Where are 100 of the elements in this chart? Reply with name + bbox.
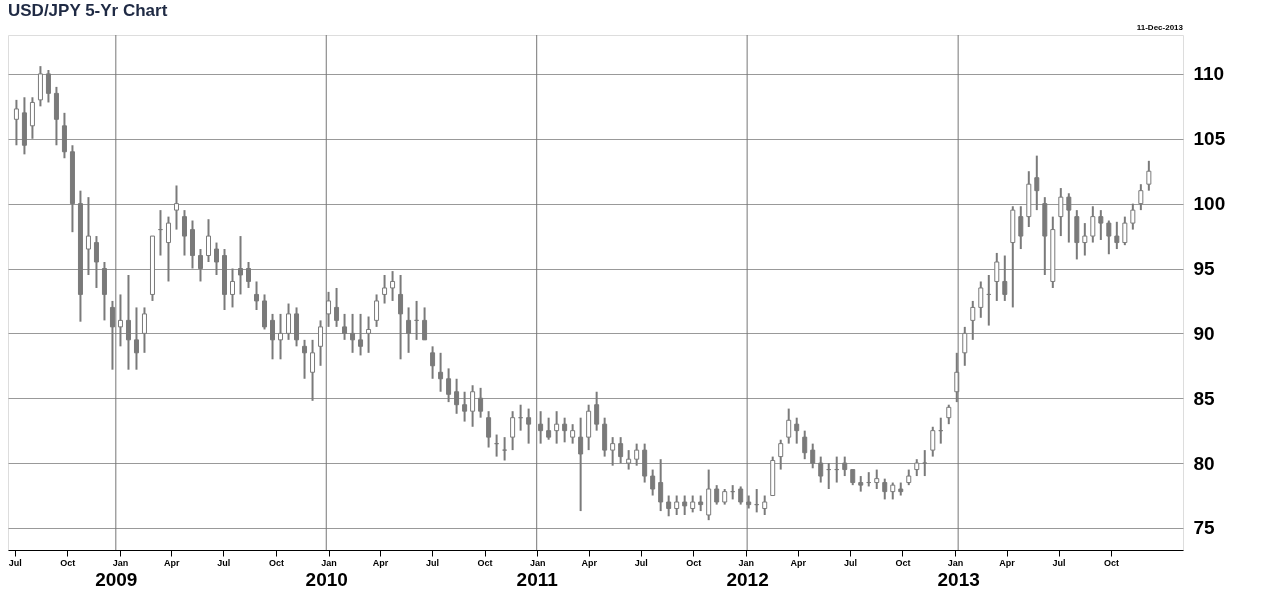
- x2-tick-label: 2011: [516, 568, 559, 590]
- candlestick: [1066, 192, 1072, 244]
- candlestick: [454, 377, 460, 415]
- candlestick: [546, 416, 552, 441]
- candlestick: [658, 458, 664, 513]
- x-tick-label: Oct: [477, 557, 493, 568]
- candlestick: [1106, 219, 1112, 256]
- candlestick: [578, 416, 584, 513]
- candlestick: [390, 270, 396, 302]
- candlestick: [430, 345, 436, 380]
- candlestick: [786, 407, 792, 445]
- x-tick-label: Apr: [372, 557, 389, 568]
- candlestick: [334, 286, 340, 328]
- x-tick-label: Oct: [686, 557, 702, 568]
- candlestick: [310, 338, 316, 402]
- candlestick: [994, 251, 1000, 302]
- x-tick-label: Oct: [1104, 557, 1120, 568]
- candlestick: [173, 184, 179, 231]
- candlestick: [762, 494, 768, 516]
- candlestick: [29, 96, 35, 140]
- candlestick: [1090, 205, 1096, 244]
- candlestick: [93, 235, 99, 289]
- candlestick: [366, 315, 372, 354]
- candlestick: [1098, 209, 1104, 241]
- candlestick: [422, 306, 428, 341]
- candlestick: [342, 312, 348, 341]
- candlestick: [382, 273, 388, 305]
- candlestick: [446, 367, 452, 404]
- candlestick: [1034, 154, 1040, 212]
- candlestick: [254, 280, 260, 312]
- candlestick: [302, 338, 308, 380]
- candlestick: [1146, 159, 1152, 192]
- candlestick: [358, 312, 364, 357]
- candlestick: [374, 293, 380, 328]
- candlestick: [1138, 183, 1144, 212]
- candlestick: [610, 436, 616, 467]
- x2-tick-label: 2009: [95, 568, 138, 590]
- candlestick: [1002, 254, 1008, 302]
- candlestick: [13, 98, 19, 147]
- candlestick: [810, 442, 816, 470]
- candlestick: [802, 429, 808, 461]
- candlestick: [794, 416, 800, 445]
- candlestick: [714, 484, 720, 506]
- candlestick: [978, 280, 984, 319]
- y-tick-label: 95: [1193, 258, 1216, 279]
- x-tick-label: Apr: [164, 557, 181, 568]
- text: 11-Dec-2013: [1136, 23, 1184, 32]
- candlestick: [682, 494, 688, 516]
- x-tick-label: Jul: [8, 557, 22, 568]
- candlestick: [246, 261, 252, 289]
- candlestick: [398, 273, 404, 361]
- candlestick: [930, 425, 936, 458]
- x-tick-label: Jul: [843, 557, 857, 568]
- candlestick: [206, 218, 211, 264]
- candlestick: [117, 293, 123, 348]
- x-tick-label: Apr: [790, 557, 807, 568]
- x-tick-label: Jul: [1052, 557, 1066, 568]
- candlestick: [133, 306, 139, 371]
- candlestick: [562, 416, 568, 444]
- y-tick-label: 90: [1193, 322, 1215, 344]
- x2-tick-label: 2010: [305, 568, 348, 590]
- candlestick: [962, 325, 968, 367]
- candlestick: [1082, 222, 1088, 257]
- candlestick: [350, 312, 356, 354]
- y-tick-label: 110: [1193, 63, 1225, 85]
- candlestick: [238, 235, 244, 296]
- candlestick: [318, 319, 324, 367]
- x-tick-label: Jul: [634, 557, 648, 568]
- x-tick-label: Jul: [426, 557, 440, 568]
- candlestick: [1122, 215, 1128, 247]
- candlestick: [650, 468, 656, 497]
- candlestick: [618, 436, 624, 465]
- candlestick: [1018, 205, 1024, 251]
- candlestick: [778, 438, 784, 471]
- x-tick-label: Jan: [529, 557, 546, 568]
- x-tick-label: Oct: [268, 557, 284, 568]
- candlestick: [674, 494, 680, 516]
- y-tick-label: 80: [1193, 452, 1215, 474]
- candlestick: [874, 468, 880, 491]
- candlestick: [45, 69, 51, 104]
- candlestick: [882, 477, 888, 501]
- candlestick: [922, 449, 928, 478]
- candlestick: [286, 302, 292, 341]
- candlestick: [470, 384, 476, 428]
- chart-title: USD/JPY 5-Yr Chart: [8, 1, 168, 20]
- x-tick-label: Jul: [217, 557, 231, 568]
- x-tick-label: Jan: [738, 557, 755, 568]
- y-tick-label: 75: [1193, 517, 1216, 539]
- candlestick: [270, 312, 276, 361]
- candlestick: [214, 241, 219, 276]
- candlestick: [666, 494, 672, 518]
- candlestick: [626, 449, 632, 471]
- y-tick-label: 105: [1193, 128, 1226, 150]
- candlestick: [165, 215, 171, 283]
- x-tick-label: Apr: [581, 557, 598, 568]
- candlestick: [462, 390, 468, 423]
- candlestick: [438, 351, 444, 393]
- candlestick: [141, 306, 147, 354]
- x-tick-label: Jan: [112, 557, 129, 568]
- candlestick: [946, 403, 952, 426]
